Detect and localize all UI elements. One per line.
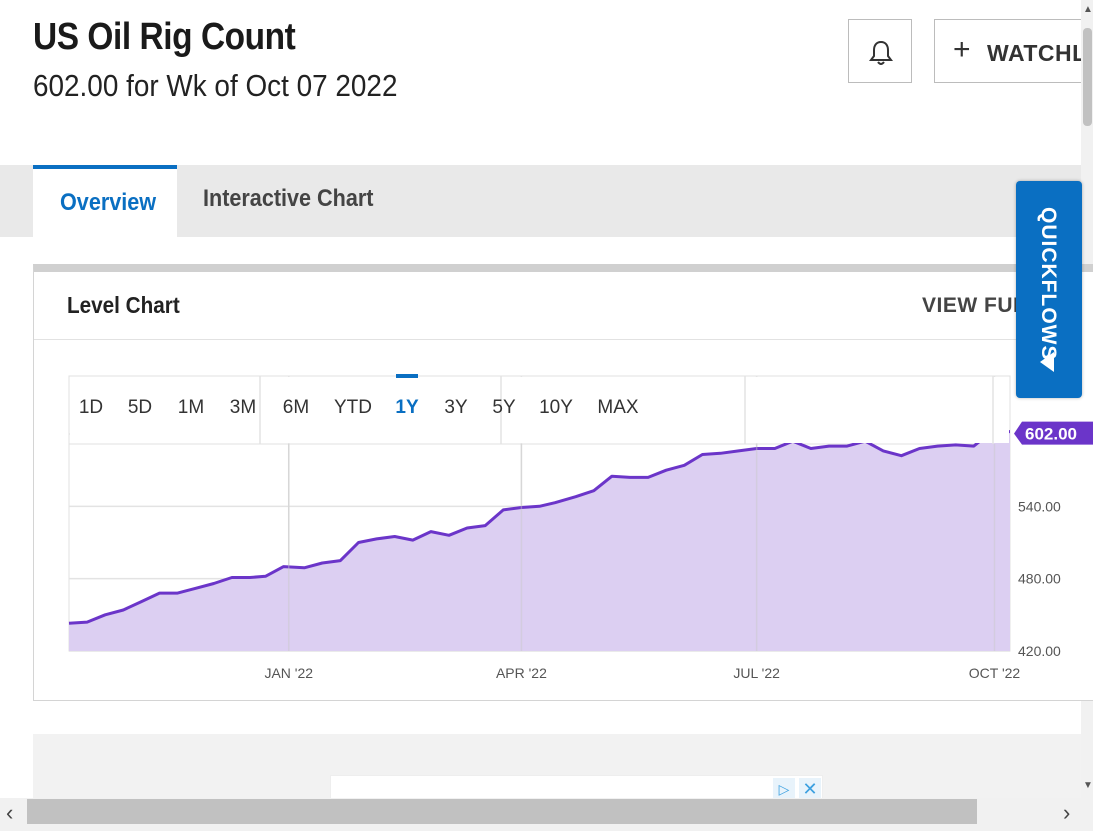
range-button-6m[interactable]: 6M (283, 397, 309, 418)
range-button-3y[interactable]: 3Y (444, 397, 468, 418)
range-button-5y[interactable]: 5Y (492, 397, 516, 418)
range-button-1m[interactable]: 1M (178, 397, 204, 418)
scroll-right-icon[interactable]: › (1063, 800, 1071, 825)
range-button-max[interactable]: MAX (597, 397, 639, 418)
y-tick-label: 420.00 (1018, 643, 1061, 659)
x-tick-label: JAN '22 (264, 665, 313, 681)
view-full-chart-link[interactable]: VIEW FULL CHART (922, 294, 1016, 317)
card-divider (34, 339, 1081, 340)
x-tick-label: JUL '22 (733, 665, 780, 681)
page-subtitle: 602.00 for Wk of Oct 07 2022 (33, 68, 398, 103)
watchlist-button[interactable]: + WATCHLIST (934, 19, 1093, 83)
y-tick-label: 540.00 (1018, 498, 1061, 514)
range-button-1d[interactable]: 1D (79, 397, 103, 418)
watchlist-label: WATCHLIST (987, 40, 1093, 66)
scroll-left-icon[interactable]: ‹ (6, 800, 14, 825)
page-title: US Oil Rig Count (33, 16, 296, 58)
plus-icon: + (953, 33, 971, 66)
range-button-1y[interactable]: 1Y (395, 397, 419, 418)
tab-bar (0, 165, 1081, 237)
range-button-5d[interactable]: 5D (128, 397, 152, 418)
range-button-3m[interactable]: 3M (230, 397, 256, 418)
alert-button[interactable] (848, 19, 912, 83)
tab-overview[interactable]: Overview (33, 165, 177, 237)
caret-left-icon[interactable] (1040, 352, 1054, 372)
x-tick-label: APR '22 (496, 665, 547, 681)
range-bar (70, 377, 1009, 443)
last-value-label: 602.00 (1025, 425, 1077, 444)
ad-close-icon[interactable]: ✕ (799, 778, 821, 800)
last-value-badge (1014, 421, 1093, 445)
chart-line (68, 430, 1010, 625)
x-tick-label: OCT '22 (969, 665, 1021, 681)
horizontal-scrollbar-thumb[interactable] (27, 799, 977, 824)
bell-icon (869, 40, 893, 65)
card-title: Level Chart (67, 292, 180, 318)
chart-area (69, 431, 1010, 651)
ad-choices-icon[interactable]: ▷ (773, 778, 795, 800)
tab-overview-label: Overview (60, 189, 157, 216)
y-tick-label: 480.00 (1018, 571, 1061, 587)
scroll-up-icon[interactable]: ▲ (1083, 4, 1093, 15)
range-button-10y[interactable]: 10Y (539, 397, 573, 418)
quickflows-label[interactable]: QUICKFLOWS (1037, 207, 1060, 361)
vertical-scrollbar-thumb[interactable] (1083, 28, 1092, 126)
range-selected-indicator (396, 374, 418, 378)
tab-interactive-chart[interactable]: Interactive Chart (203, 185, 374, 212)
level-chart: JAN '22 APR '22 JUL '22 OCT '22 420.00 480.00… (68, 374, 1093, 681)
scroll-down-icon[interactable]: ▼ (1083, 780, 1093, 791)
range-button-ytd[interactable]: YTD (334, 397, 372, 418)
